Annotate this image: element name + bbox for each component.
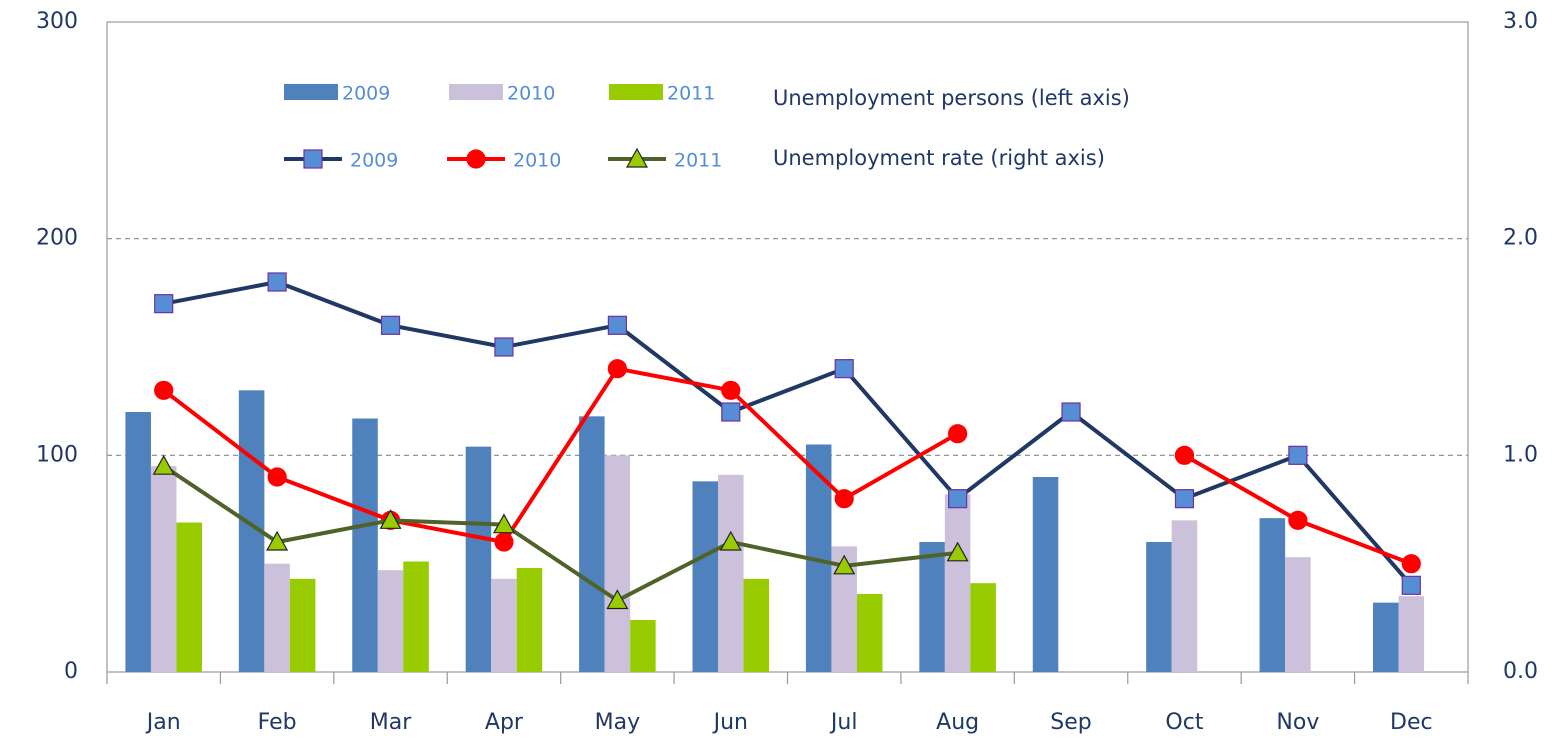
legend-label: 2010 [513, 150, 561, 172]
marker [833, 554, 856, 575]
marker [1288, 445, 1308, 465]
line [162, 366, 1413, 566]
bar [970, 583, 996, 672]
marker [380, 315, 401, 335]
y2-tick-label: 3.0 [1503, 9, 1538, 34]
bar [176, 522, 202, 672]
marker [721, 380, 741, 400]
y-tick-label: 100 [36, 442, 78, 467]
marker [607, 315, 627, 335]
bar [1398, 596, 1425, 672]
bar [692, 481, 719, 672]
marker [719, 530, 742, 551]
bar [1285, 557, 1311, 672]
marker [152, 454, 175, 475]
marker [267, 467, 287, 487]
marker [1174, 445, 1195, 465]
marker [1288, 510, 1308, 530]
marker [266, 530, 289, 551]
bar [944, 494, 971, 672]
bar [579, 416, 605, 672]
y2-tick-label: 1.0 [1503, 442, 1538, 467]
marker [606, 589, 629, 610]
bar [856, 594, 883, 672]
x-tick-label: Jan [145, 710, 181, 735]
bar [377, 570, 404, 672]
bar [1373, 602, 1399, 672]
x-tick-label: Apr [485, 710, 524, 735]
marker [946, 541, 969, 562]
legend-header: Unemployment rate (right axis) [773, 146, 1105, 170]
bar [289, 578, 316, 672]
marker [154, 380, 174, 400]
marker [607, 359, 627, 379]
bar [465, 446, 492, 672]
marker [1061, 402, 1081, 422]
x-tick-label: Dec [1390, 710, 1433, 735]
marker [625, 147, 649, 168]
x-tick-label: May [595, 710, 640, 735]
x-tick-label: Oct [1165, 710, 1203, 735]
x-tick-label: Jul [829, 710, 858, 735]
marker [834, 489, 854, 509]
bar [491, 578, 517, 672]
marker [834, 359, 854, 379]
y2-tick-label: 2.0 [1503, 226, 1538, 251]
legend-label: 2009 [342, 83, 390, 105]
y2-tick-label: 0.0 [1503, 659, 1538, 684]
legend-swatch [609, 84, 663, 100]
x-tick-label: Feb [258, 710, 297, 735]
bar [604, 455, 631, 672]
marker [267, 272, 287, 292]
marker [303, 149, 323, 169]
marker [948, 424, 968, 444]
marker [154, 294, 174, 314]
marker [721, 402, 741, 422]
bar [1146, 542, 1172, 672]
bar [125, 412, 151, 672]
x-tick-label: Aug [936, 710, 979, 735]
marker [1174, 489, 1195, 509]
marker [494, 337, 514, 357]
legend-header: Unemployment persons (left axis) [773, 86, 1130, 110]
legend-label: 2009 [350, 150, 398, 172]
y-tick-label: 0 [64, 659, 78, 684]
bar [264, 563, 290, 672]
y-tick-label: 200 [36, 226, 78, 251]
line [162, 464, 958, 603]
marker [1401, 554, 1421, 574]
bar [718, 474, 744, 672]
bar [1171, 520, 1198, 672]
marker [379, 509, 402, 529]
x-tick-label: Mar [370, 710, 412, 735]
x-tick-label: Sep [1050, 710, 1091, 735]
legend-swatch [449, 84, 503, 100]
y-tick-label: 300 [36, 9, 78, 34]
legend-label: 2011 [674, 150, 722, 172]
legend-label: 2010 [507, 83, 555, 105]
bar [516, 568, 543, 672]
bar [743, 578, 770, 672]
bar [150, 466, 177, 672]
marker [1401, 575, 1421, 595]
x-tick-label: Jun [712, 710, 748, 735]
line [163, 280, 1413, 587]
marker [466, 149, 486, 169]
marker [494, 532, 514, 552]
marker [492, 513, 515, 534]
bar [630, 620, 656, 672]
x-tick-label: Nov [1276, 710, 1319, 735]
legend-label: 2011 [667, 83, 715, 105]
bar [352, 418, 378, 672]
bar [1032, 477, 1059, 672]
marker [948, 489, 968, 509]
bar [919, 542, 945, 672]
bar [403, 561, 429, 672]
legend-swatch [284, 84, 338, 100]
bar [1259, 518, 1286, 672]
